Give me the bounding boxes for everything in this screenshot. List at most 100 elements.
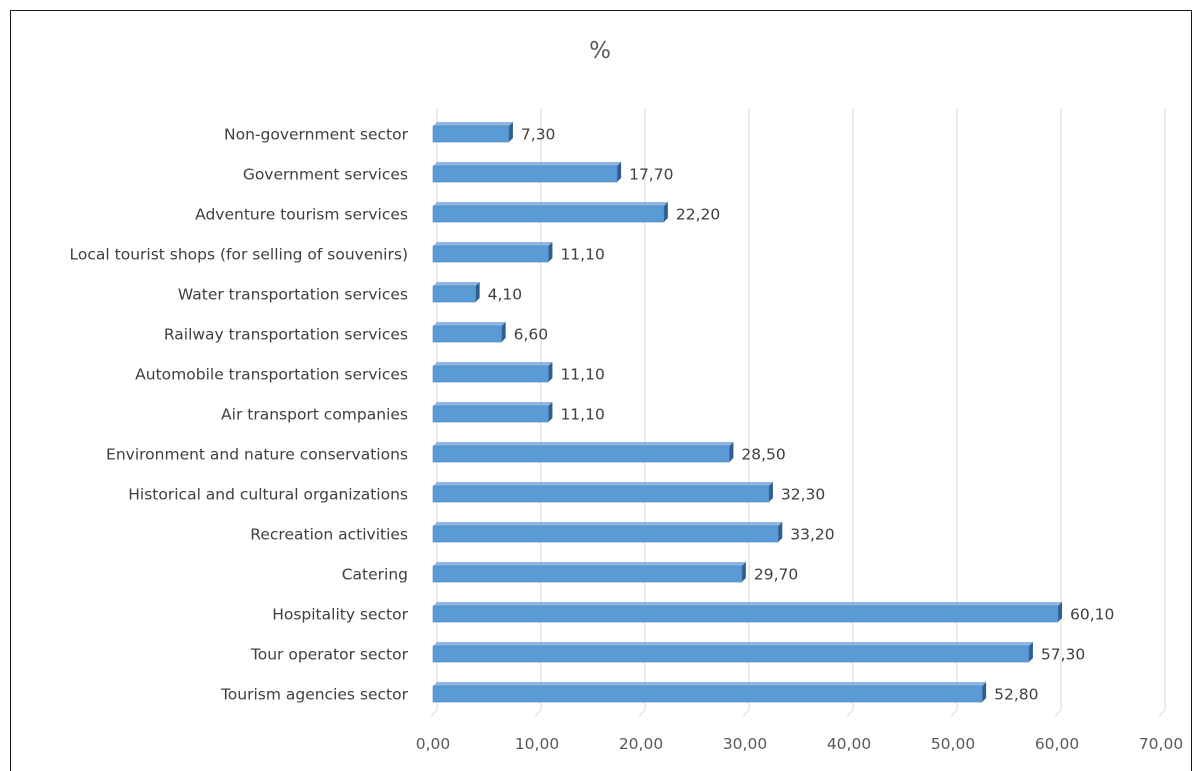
bar [432,482,773,503]
bar-top-face [433,322,506,326]
bar [432,122,513,143]
category-label: Water transportation services [178,286,408,304]
bar-front-face [432,165,618,183]
bar-top-face [433,482,773,486]
bar-front-face [432,485,770,503]
category-label: Historical and cultural organizations [128,486,408,504]
category-label: Hospitality sector [272,606,408,624]
category-label: Government services [243,166,408,184]
bar-top-face [433,282,480,286]
category-label: Automobile transportation services [135,366,408,384]
bar-side-face [1058,602,1063,622]
x-tick-label: 50,00 [931,735,975,753]
gridline-base-6 [1054,709,1062,717]
bar-side-face [501,322,506,342]
gridline-base-3 [742,709,750,717]
data-label: 11,10 [560,406,604,424]
bar-front-face [432,685,983,703]
gridline-base-0 [430,709,438,717]
data-label: 32,30 [781,486,825,504]
data-label: 52,80 [994,686,1038,704]
bar-front-face [432,445,730,463]
bar-side-face [729,442,734,462]
bar [432,602,1063,623]
data-label: 22,20 [676,206,720,224]
bar [432,642,1033,663]
bar-side-face [778,522,783,542]
category-label: Railway transportation services [164,326,408,344]
bar-top-face [433,642,1033,646]
bar-side-face [741,562,746,582]
bar-top-face [433,242,553,246]
category-label: Tourism agencies sector [220,686,409,704]
data-label: 57,30 [1041,646,1085,664]
bar-front-face [432,325,502,343]
data-label: 60,10 [1070,606,1114,624]
bar-front-face [432,285,476,303]
bar-side-face [617,162,622,182]
category-label: Air transport companies [221,406,408,424]
bar [432,682,987,703]
x-tick-label: 0,00 [416,735,451,753]
gridline-base-2 [638,709,646,717]
x-tick-label: 30,00 [723,735,767,753]
gridline-base-7 [1158,709,1166,717]
bar-side-face [508,122,513,142]
data-label: 17,70 [629,166,673,184]
category-labels: Tourism agencies sector Tour operator sec… [70,126,409,704]
bar-front-face [432,405,549,423]
bar-top-face [433,562,746,566]
bar-top-face [433,202,668,206]
bar-side-face [768,482,773,502]
bar-front-face [432,125,510,143]
bar-top-face [433,682,987,686]
data-label: 7,30 [521,126,556,144]
bar-top-face [433,122,513,126]
bar-top-face [433,162,622,166]
data-labels: 52,80 57,30 60,10 29,70 33,20 32,30 28,50 11,10… [488,126,1115,704]
data-label: 6,60 [514,326,549,344]
category-label: Non-government sector [224,126,409,144]
bar-side-face [548,242,553,262]
category-label: Local tourist shops (for selling of souv… [70,246,408,264]
bar [432,242,553,263]
x-tick-label: 10,00 [515,735,559,753]
bar-side-face [548,362,553,382]
bar [432,162,622,183]
x-tick-label: 20,00 [619,735,663,753]
category-label: Tour operator sector [250,646,409,664]
bar-side-face [663,202,668,222]
bar [432,282,480,303]
bar-top-face [433,442,734,446]
gridline-base-1 [534,709,542,717]
bar-side-face [982,682,987,702]
data-label: 29,70 [754,566,798,584]
data-label: 11,10 [560,366,604,384]
data-label: 28,50 [741,446,785,464]
category-label: Catering [342,566,408,584]
bar-top-face [433,602,1063,606]
bar-side-face [1028,642,1033,662]
bar-front-face [432,245,549,263]
data-label: 4,10 [488,286,523,304]
bar-side-face [475,282,480,302]
category-label: Recreation activities [250,526,408,544]
bar-front-face [432,645,1030,663]
x-tick-label: 40,00 [827,735,871,753]
bar-front-face [432,205,665,223]
x-tick-label: 60,00 [1035,735,1079,753]
bar-top-face [433,402,553,406]
bar [432,362,553,383]
bar [432,442,734,463]
chart-title: % [589,38,611,64]
data-label: 33,20 [790,526,834,544]
bar [432,402,553,423]
bar-front-face [432,525,779,543]
category-label: Adventure tourism services [195,206,408,224]
bar [432,202,668,223]
bar-top-face [433,362,553,366]
bar [432,562,746,583]
gridline-base-5 [950,709,958,717]
gridline-base-4 [846,709,854,717]
